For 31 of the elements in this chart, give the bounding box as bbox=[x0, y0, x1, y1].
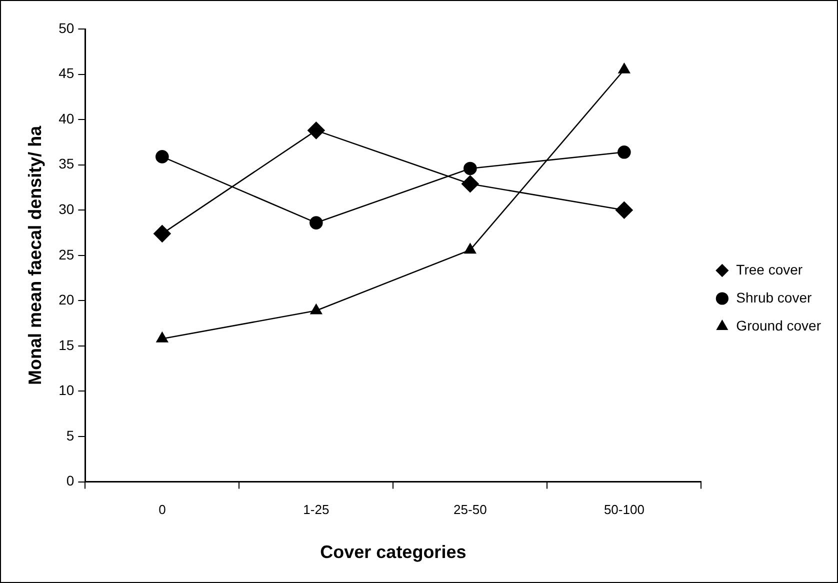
point bbox=[156, 150, 169, 164]
y-tick-label: 45 bbox=[58, 65, 74, 82]
y-tick-label: 25 bbox=[58, 246, 74, 262]
point bbox=[156, 332, 168, 342]
y-tick-label: 10 bbox=[58, 382, 74, 398]
y-tick-label: 0 bbox=[66, 472, 74, 489]
point bbox=[310, 216, 323, 230]
x-tick-label: 0 bbox=[158, 502, 166, 518]
x-tick-label: 50-100 bbox=[604, 502, 644, 518]
y-tick-label: 15 bbox=[58, 336, 74, 353]
y-tick-label: 50 bbox=[58, 20, 74, 36]
y-tick-label: 20 bbox=[58, 292, 74, 308]
legend-label: Tree cover bbox=[736, 261, 803, 278]
point bbox=[462, 175, 479, 193]
point bbox=[308, 122, 325, 140]
y-tick-label: 5 bbox=[66, 427, 74, 444]
y-tick-label: 35 bbox=[58, 156, 74, 172]
y-tick-label: 30 bbox=[58, 200, 74, 217]
point bbox=[616, 201, 633, 219]
point bbox=[618, 146, 631, 159]
y-axis-title: Monal mean faecal density/ ha bbox=[24, 124, 45, 385]
x-tick-label: 1-25 bbox=[303, 502, 330, 518]
point bbox=[154, 225, 171, 242]
point bbox=[310, 304, 322, 314]
point bbox=[464, 162, 477, 176]
point bbox=[464, 243, 476, 254]
legend-label: Ground cover bbox=[736, 317, 822, 334]
legend-label: Shrub cover bbox=[736, 289, 812, 306]
x-tick-label: 25-50 bbox=[454, 502, 487, 518]
y-tick-label: 40 bbox=[58, 110, 74, 126]
x-axis-title: Cover categories bbox=[320, 542, 466, 562]
